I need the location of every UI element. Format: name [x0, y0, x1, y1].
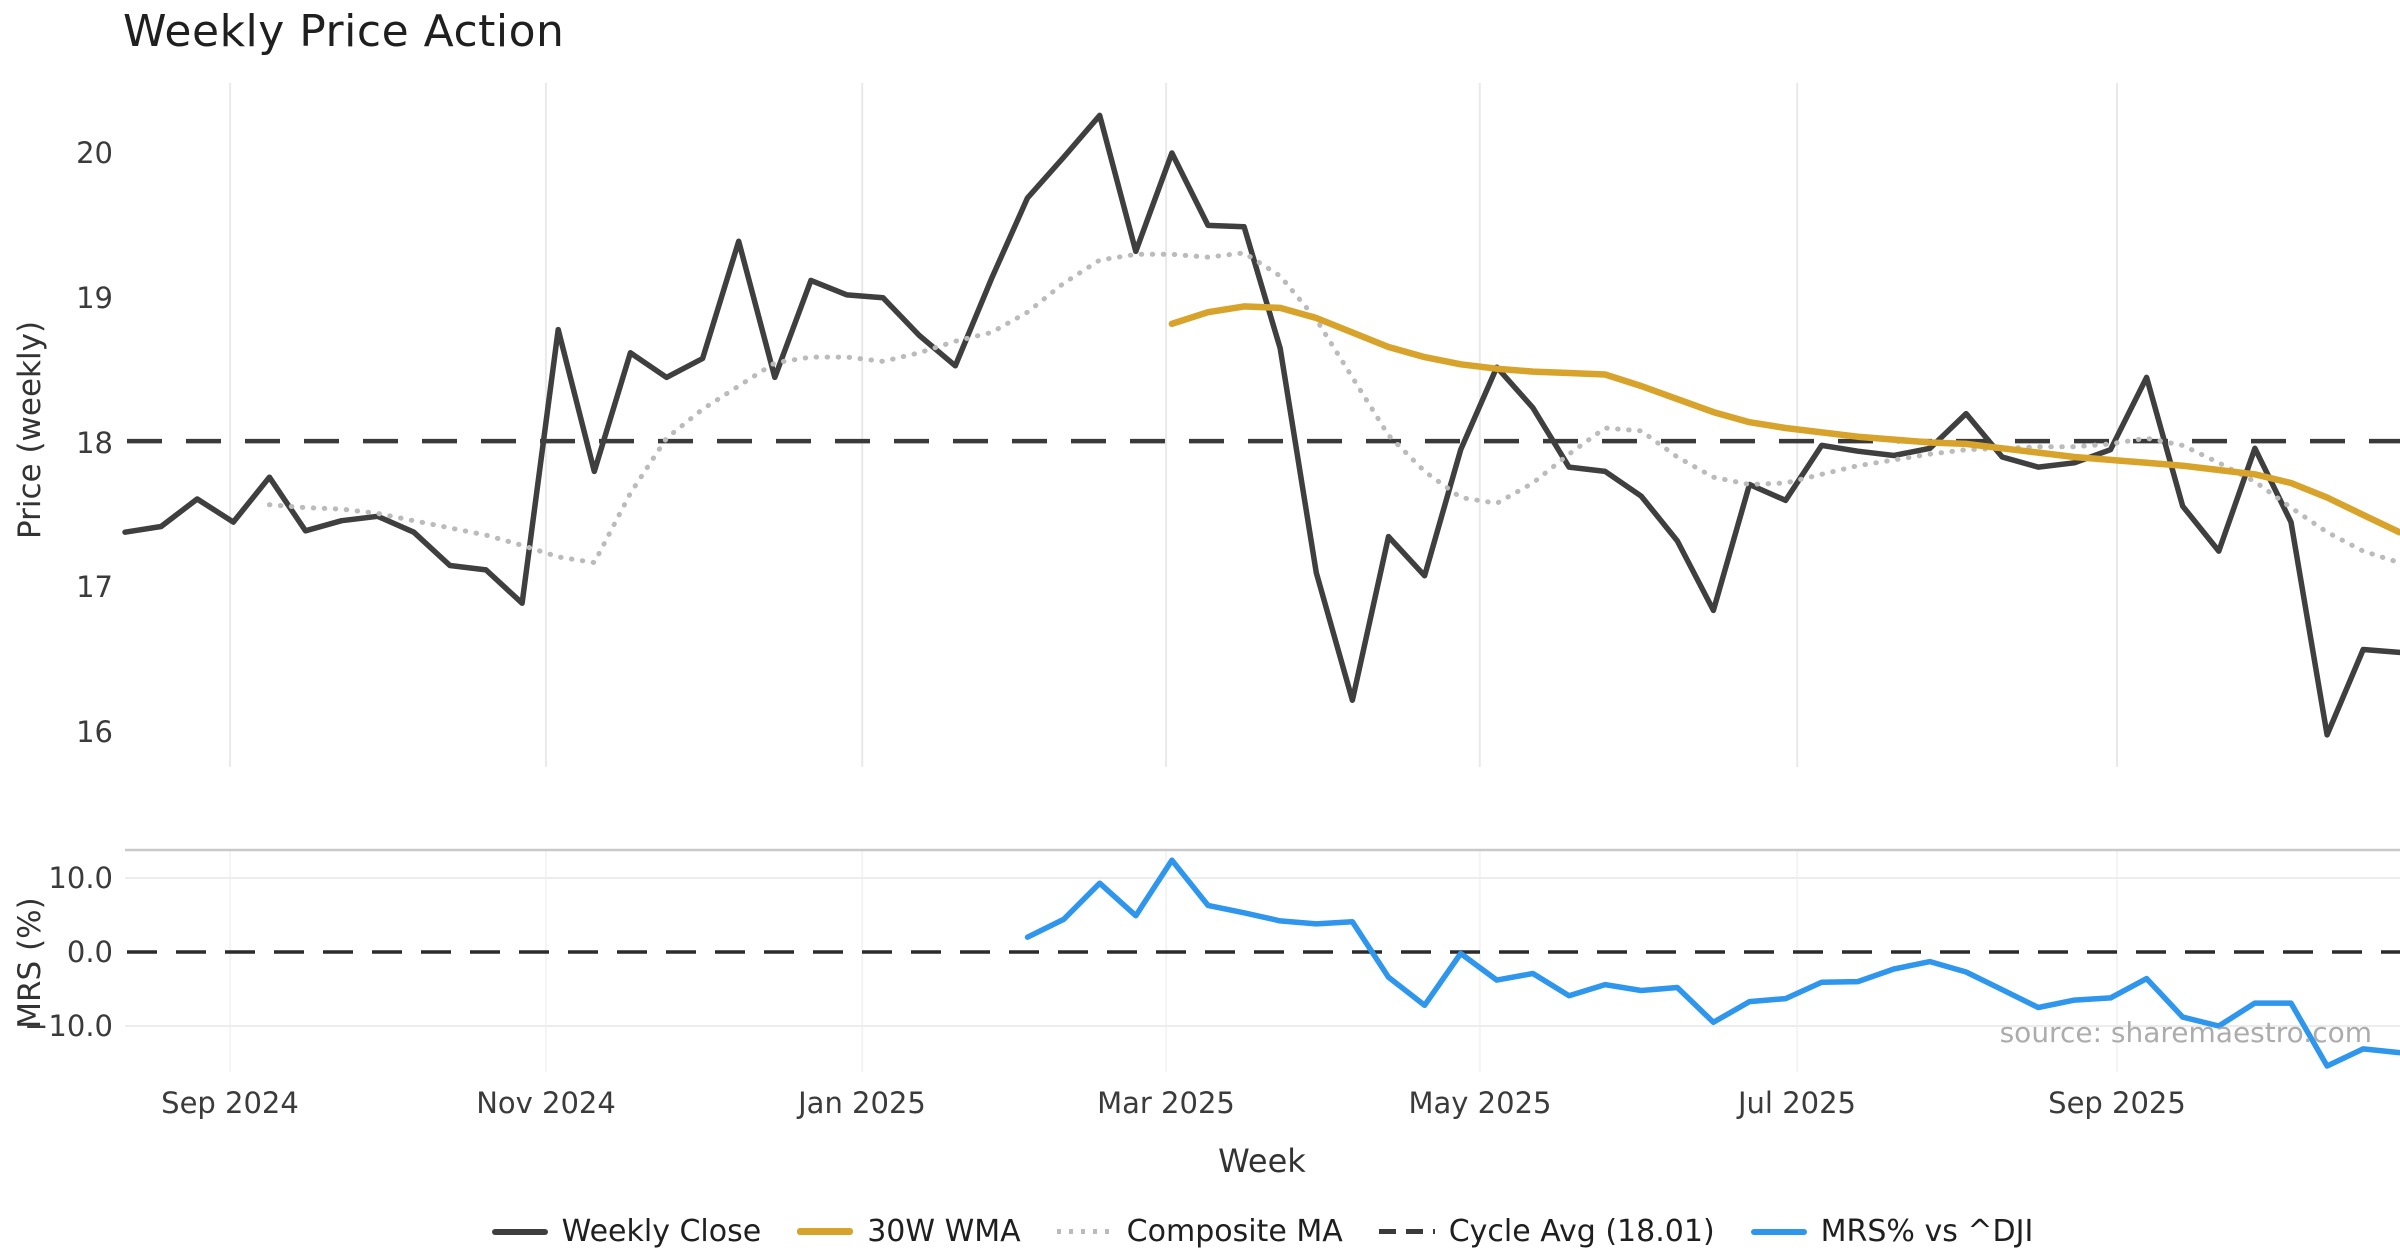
x-tick-label: Nov 2024: [476, 1086, 616, 1120]
y-tick-label: 20: [76, 136, 113, 170]
x-tick-label: Jul 2025: [1737, 1086, 1857, 1120]
y-tick-label: 18: [76, 426, 113, 460]
legend-swatch-weekly-close: [491, 1228, 548, 1235]
y-tick-label: −10.0: [24, 1009, 113, 1043]
x-tick-label: Mar 2025: [1097, 1086, 1235, 1120]
legend-label: Cycle Avg (18.01): [1448, 1214, 1715, 1249]
legend-swatch-cycle-avg: [1378, 1229, 1435, 1234]
legend-item-wma-30w: 30W WMA: [797, 1214, 1021, 1249]
y-tick-label: 16: [76, 715, 113, 749]
composite-ma-line: [266, 250, 2400, 566]
legend-swatch-composite-ma: [1056, 1229, 1113, 1234]
y-tick-label: 17: [76, 570, 113, 604]
mrs-line: [1024, 857, 2400, 1069]
legend-item-weekly-close: Weekly Close: [491, 1214, 762, 1249]
x-tick-label: Jan 2025: [798, 1086, 926, 1120]
week-axis-label: Week: [1218, 1142, 1306, 1180]
legend-label: Weekly Close: [561, 1214, 762, 1249]
legend-label: Composite MA: [1126, 1214, 1343, 1249]
legend-label: 30W WMA: [867, 1214, 1021, 1249]
y-tick-label: 0.0: [66, 935, 113, 969]
legend-label: MRS% vs ^DJI: [1820, 1214, 2034, 1249]
weekly-close-line: [122, 112, 2400, 738]
legend: Weekly Close 30W WMA Composite MA Cycle Avg…: [125, 1214, 2400, 1249]
y-tick-label: 19: [76, 281, 113, 315]
chart-title: Weekly Price Action: [123, 6, 565, 57]
x-tick-label: Sep 2024: [161, 1086, 299, 1120]
legend-item-composite-ma: Composite MA: [1056, 1214, 1343, 1249]
legend-item-cycle-avg: Cycle Avg (18.01): [1378, 1214, 1715, 1249]
legend-item-mrs: MRS% vs ^DJI: [1750, 1214, 2034, 1249]
y-tick-label: 10.0: [48, 861, 113, 895]
wma-30w-line: [1168, 303, 2400, 536]
legend-swatch-wma-30w: [797, 1228, 854, 1235]
legend-swatch-mrs: [1750, 1228, 1807, 1235]
x-tick-label: Sep 2025: [2048, 1086, 2186, 1120]
source-note: source: sharemaestro.com: [1999, 1016, 2372, 1049]
x-tick-label: May 2025: [1408, 1086, 1552, 1120]
